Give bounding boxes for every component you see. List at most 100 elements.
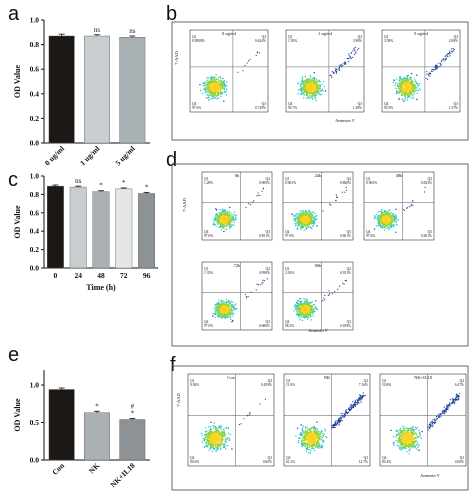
event-dot bbox=[415, 81, 416, 82]
event-dot bbox=[300, 305, 301, 306]
event-dot bbox=[399, 82, 400, 83]
event-dot bbox=[213, 81, 214, 82]
event-dot bbox=[414, 85, 415, 86]
event-dot bbox=[312, 222, 313, 223]
event-dot bbox=[301, 92, 302, 93]
event-dot bbox=[311, 305, 312, 306]
event-dot bbox=[315, 100, 316, 101]
event-dot bbox=[409, 79, 410, 80]
event-dot bbox=[315, 80, 316, 81]
event-dot bbox=[227, 212, 228, 213]
event-dot bbox=[296, 213, 297, 214]
event-dot bbox=[304, 225, 305, 226]
event-dot bbox=[248, 296, 249, 297]
event-dot bbox=[226, 299, 227, 300]
event-dot bbox=[355, 53, 356, 54]
plot-title: 72h bbox=[234, 263, 242, 268]
event-dot bbox=[234, 225, 235, 226]
event-dot bbox=[301, 211, 302, 212]
event-dot bbox=[315, 307, 316, 308]
event-dot bbox=[306, 312, 307, 313]
event-dot bbox=[299, 225, 300, 226]
event-dot bbox=[222, 306, 223, 307]
event-dot bbox=[232, 216, 233, 217]
event-dot bbox=[299, 223, 300, 224]
event-dot bbox=[410, 93, 411, 94]
event-dot bbox=[377, 217, 378, 218]
event-dot bbox=[328, 295, 329, 296]
event-dot bbox=[336, 69, 337, 70]
event-dot bbox=[397, 83, 398, 84]
event-dot bbox=[330, 205, 331, 206]
event-dot bbox=[404, 99, 405, 100]
event-dot bbox=[205, 439, 206, 440]
event-dot bbox=[200, 90, 201, 91]
event-dot bbox=[201, 434, 202, 435]
event-dot bbox=[248, 60, 249, 61]
event-dot bbox=[444, 60, 445, 61]
event-dot bbox=[225, 225, 226, 226]
event-dot bbox=[313, 91, 314, 92]
event-dot bbox=[314, 79, 315, 80]
event-dot bbox=[391, 212, 392, 213]
quadrant-value: 0.961% bbox=[285, 181, 296, 185]
event-dot bbox=[214, 308, 215, 309]
event-dot bbox=[396, 78, 397, 79]
event-dot bbox=[410, 205, 411, 206]
event-dot bbox=[205, 442, 206, 443]
event-dot bbox=[221, 215, 222, 216]
event-dot bbox=[208, 87, 209, 88]
event-dot bbox=[221, 96, 222, 97]
event-dot bbox=[411, 77, 412, 78]
event-dot bbox=[310, 219, 311, 220]
event-dot bbox=[377, 211, 378, 212]
event-dot bbox=[223, 231, 224, 232]
event-dot bbox=[447, 56, 448, 57]
y-tick-label: 0.0 bbox=[30, 456, 40, 465]
bar bbox=[49, 36, 74, 143]
event-dot bbox=[432, 71, 433, 72]
event-dot bbox=[299, 212, 300, 213]
event-dot bbox=[216, 85, 217, 86]
event-dot bbox=[404, 87, 405, 88]
significance-label: * bbox=[131, 409, 135, 417]
event-dot bbox=[219, 313, 220, 314]
event-dot bbox=[403, 209, 404, 210]
event-dot bbox=[380, 226, 381, 227]
event-dot bbox=[214, 88, 215, 89]
event-dot bbox=[395, 214, 396, 215]
event-dot bbox=[301, 220, 302, 221]
event-dot bbox=[306, 93, 307, 94]
x-tick-label: 72 bbox=[120, 271, 128, 280]
event-dot bbox=[309, 221, 310, 222]
quadrant-value: 0.729% bbox=[255, 106, 266, 110]
quadrant-value: 0.860% bbox=[340, 181, 351, 185]
event-dot bbox=[234, 212, 235, 213]
event-dot bbox=[313, 311, 314, 312]
event-dot bbox=[306, 314, 307, 315]
event-dot bbox=[392, 226, 393, 227]
quadrant-value: 3.59% bbox=[384, 39, 393, 43]
event-dot bbox=[306, 298, 307, 299]
event-dot bbox=[256, 55, 257, 56]
event-dot bbox=[406, 92, 407, 93]
x-tick-label: 0 ug/ml bbox=[43, 144, 66, 167]
event-dot bbox=[212, 90, 213, 91]
y-axis-label: 7-AAD bbox=[174, 51, 179, 65]
event-dot bbox=[224, 212, 225, 213]
event-dot bbox=[301, 310, 302, 311]
event-dot bbox=[316, 95, 317, 96]
event-dot bbox=[394, 217, 395, 218]
event-dot bbox=[209, 437, 210, 438]
event-dot bbox=[407, 95, 408, 96]
quadrant-value: 0.900% bbox=[259, 181, 270, 185]
quadrant-value: 0.624% bbox=[255, 39, 266, 43]
event-dot bbox=[309, 213, 310, 214]
event-dot bbox=[210, 422, 211, 423]
event-dot bbox=[223, 100, 224, 101]
event-dot bbox=[405, 91, 406, 92]
bar bbox=[49, 390, 74, 461]
event-dot bbox=[302, 305, 303, 306]
event-dot bbox=[219, 84, 220, 85]
